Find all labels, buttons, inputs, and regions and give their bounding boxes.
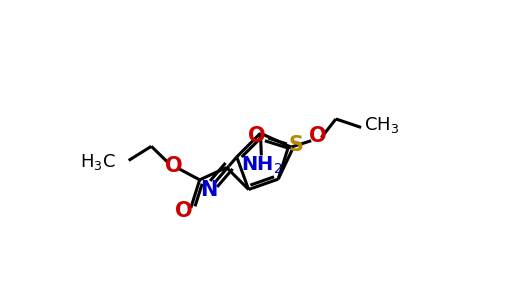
Text: O: O (309, 126, 327, 146)
Text: CH$_3$: CH$_3$ (364, 115, 399, 135)
Text: O: O (248, 126, 266, 146)
Text: O: O (176, 201, 193, 221)
Text: H$_3$C: H$_3$C (79, 152, 115, 172)
Text: NH$_2$: NH$_2$ (241, 155, 283, 176)
Text: O: O (165, 156, 182, 176)
Text: S: S (288, 135, 304, 155)
Text: N: N (200, 179, 218, 199)
